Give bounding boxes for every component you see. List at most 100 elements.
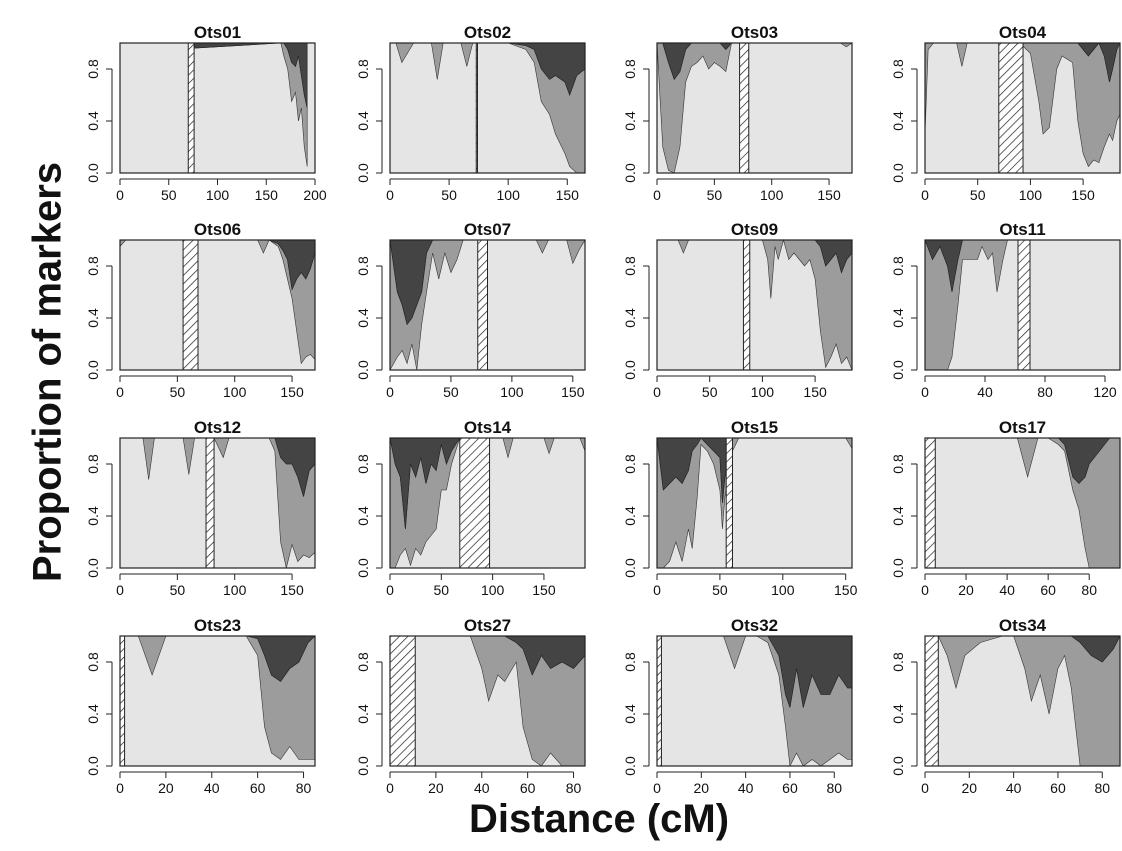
y-tick-label: 0.8: [622, 652, 638, 672]
x-tick-label: 20: [694, 780, 710, 796]
x-tick-label: 50: [170, 582, 186, 598]
x-tick-label: 50: [443, 384, 459, 400]
x-tick-label: 100: [497, 187, 521, 203]
x-tick-label: 60: [1040, 582, 1056, 598]
x-tick-label: 80: [1094, 780, 1110, 796]
x-tick-label: 150: [561, 384, 585, 400]
panel-title: Ots02: [464, 23, 511, 42]
y-tick-label: 0.4: [355, 111, 371, 131]
x-tick-label: 50: [161, 187, 177, 203]
x-tick-label: 20: [962, 780, 978, 796]
x-tick-label: 40: [977, 384, 993, 400]
x-tick-label: 200: [303, 187, 327, 203]
plot-frame: [119, 437, 316, 569]
x-tick-label: 120: [1093, 384, 1117, 400]
x-tick-label: 80: [566, 780, 582, 796]
chart-panel-ots11: Ots11 0.0 0.4 0.8 0 40 80 120: [890, 220, 1121, 400]
x-tick-label: 0: [653, 780, 661, 796]
chart-panel-ots04: Ots04 0.0 0.4 0.8 0 50 100 150: [890, 23, 1121, 203]
x-tick-label: 50: [970, 187, 986, 203]
chart-panel-ots07: Ots07 0.0 0.4 0.8 0 50 100 150: [355, 220, 586, 400]
y-tick-label: 0.0: [355, 163, 371, 183]
x-tick-label: 100: [771, 582, 795, 598]
x-tick-label: 150: [280, 384, 304, 400]
y-tick-label: 0.4: [622, 308, 638, 328]
y-tick-label: 0.8: [85, 652, 101, 672]
x-tick-label: 100: [223, 384, 247, 400]
x-tick-label: 0: [921, 384, 929, 400]
x-tick-label: 100: [751, 384, 775, 400]
x-tick-label: 50: [707, 187, 723, 203]
x-tick-label: 150: [803, 384, 827, 400]
panel-title: Ots11: [999, 220, 1045, 239]
x-tick-label: 150: [532, 582, 556, 598]
chart-panel-ots01: Ots01 0.0 0.4 0.8 0 50 100 150 200: [85, 23, 327, 203]
x-tick-label: 100: [206, 187, 230, 203]
x-tick-label: 0: [116, 187, 124, 203]
panel-title: Ots27: [464, 616, 511, 635]
centromere-region: [725, 437, 733, 569]
x-tick-label: 0: [653, 384, 661, 400]
x-tick-label: 100: [760, 187, 784, 203]
y-tick-label: 0.4: [622, 506, 638, 526]
centromere-region: [742, 239, 751, 371]
chart-panel-ots27: Ots27 0.0 0.4 0.8 0 20 40 60 80: [355, 616, 586, 796]
y-tick-label: 0.8: [355, 256, 371, 276]
plot-frame: [656, 437, 853, 569]
plot-frame: [119, 42, 316, 174]
x-tick-label: 50: [712, 582, 728, 598]
x-tick-label: 0: [653, 187, 661, 203]
y-tick-label: 0.0: [622, 756, 638, 776]
x-tick-label: 150: [280, 582, 304, 598]
x-tick-label: 40: [204, 780, 220, 796]
y-tick-label: 0.4: [355, 506, 371, 526]
centromere-region: [924, 635, 939, 767]
x-tick-label: 100: [1019, 187, 1043, 203]
y-tick-label: 0.4: [355, 704, 371, 724]
plot-frame: [656, 635, 853, 767]
y-tick-label: 0.4: [890, 506, 906, 526]
chart-panel-ots12: Ots12 0.0 0.4 0.8 0 50 100 150: [85, 418, 316, 598]
y-tick-label: 0.0: [355, 360, 371, 380]
panel-title: Ots01: [194, 23, 241, 42]
y-tick-label: 0.8: [355, 59, 371, 79]
y-tick-label: 0.0: [355, 756, 371, 776]
chart-panel-ots06: Ots06 0.0 0.4 0.8 0 50 100 150: [85, 220, 316, 400]
x-tick-label: 0: [116, 582, 124, 598]
area-light: [120, 43, 315, 173]
x-tick-label: 40: [999, 582, 1015, 598]
centromere-region: [119, 635, 126, 767]
x-tick-label: 150: [1071, 187, 1095, 203]
plot-frame: [924, 437, 1121, 569]
plot-frame: [119, 635, 316, 767]
x-tick-label: 0: [921, 187, 929, 203]
x-tick-label: 40: [474, 780, 490, 796]
x-axis-label: Distance (cM): [469, 797, 729, 841]
chart-panel-ots15: Ots15 0.0 0.4 0.8 0 50 100 150: [622, 418, 858, 598]
centromere-region: [656, 635, 662, 767]
chart-panel-ots32: Ots32 0.0 0.4 0.8 0 20 40 60 80: [622, 616, 853, 796]
plot-frame: [924, 239, 1121, 371]
x-tick-label: 20: [958, 582, 974, 598]
y-tick-label: 0.0: [622, 360, 638, 380]
y-tick-label: 0.0: [85, 360, 101, 380]
x-tick-label: 100: [223, 582, 247, 598]
y-tick-label: 0.8: [622, 454, 638, 474]
chart-panel-ots09: Ots09 0.0 0.4 0.8 0 50 100 150: [622, 220, 853, 400]
panel-title: Ots32: [731, 616, 778, 635]
y-tick-label: 0.0: [890, 756, 906, 776]
x-tick-label: 50: [702, 384, 718, 400]
y-tick-label: 0.4: [85, 111, 101, 131]
y-tick-label: 0.8: [85, 59, 101, 79]
chart-panel-ots17: Ots17 0.0 0.4 0.8 0 20 40 60 80: [890, 418, 1121, 598]
centromere-region: [1017, 239, 1031, 371]
plot-frame: [656, 42, 853, 174]
x-tick-label: 0: [386, 384, 394, 400]
panel-title: Ots17: [999, 418, 1046, 437]
y-tick-label: 0.8: [890, 256, 906, 276]
x-tick-label: 50: [170, 384, 186, 400]
x-tick-label: 150: [255, 187, 279, 203]
x-tick-label: 0: [386, 187, 394, 203]
y-tick-label: 0.0: [890, 558, 906, 578]
x-tick-label: 150: [817, 187, 841, 203]
